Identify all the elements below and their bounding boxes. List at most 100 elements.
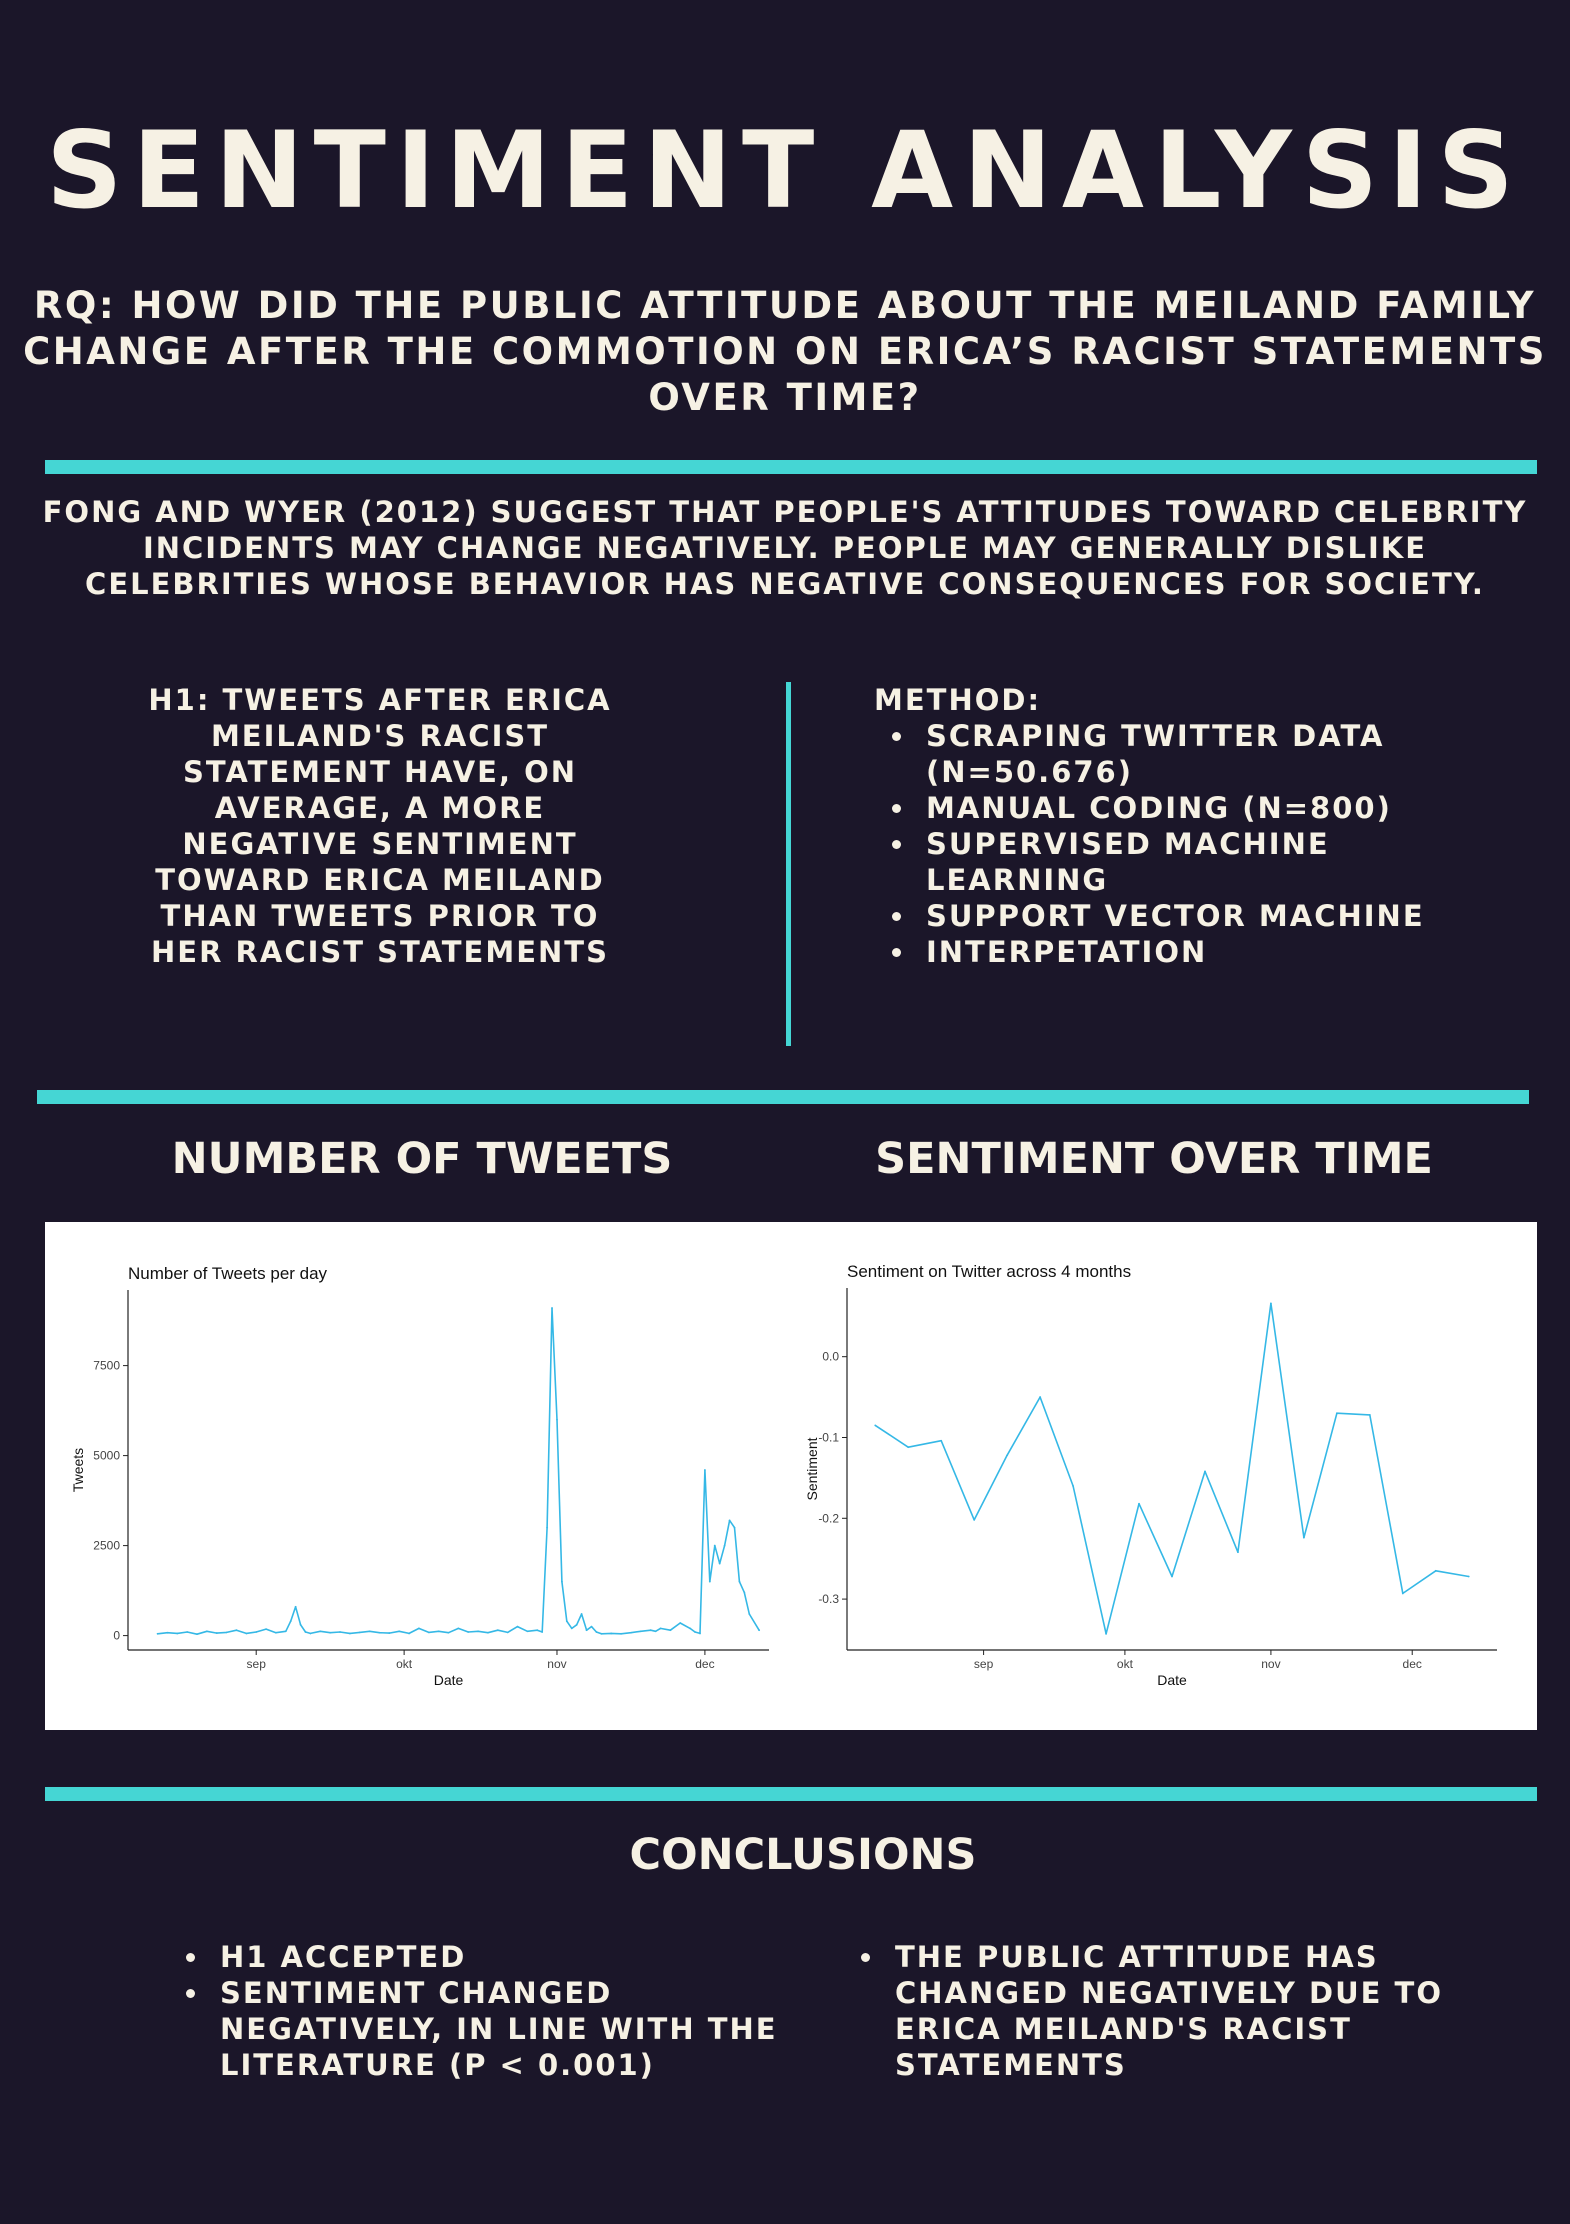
method-item-line: SUPERVISED MACHINE — [926, 827, 1330, 861]
hypothesis-line: MEILAND'S RACIST — [210, 719, 550, 753]
tweets-per-day-chart: Number of Tweets per day 0 2500 5000 7500 sep… — [70, 1264, 769, 1688]
hypothesis-line: H1: TWEETS AFTER ERICA — [148, 683, 612, 717]
conclusion-line: H1 ACCEPTED — [220, 1940, 467, 1974]
data-point — [718, 1562, 721, 1565]
hypothesis-line: TOWARD ERICA MEILAND — [155, 863, 605, 897]
data-point — [289, 1620, 292, 1623]
hypothesis-line: AVERAGE, A MORE — [214, 791, 546, 825]
data-point — [541, 1631, 544, 1633]
data-point — [649, 1629, 652, 1632]
data-point — [565, 1620, 568, 1623]
data-point — [166, 1631, 169, 1634]
poster-title: SENTIMENT ANALYSIS — [46, 109, 1524, 232]
data-point — [738, 1580, 741, 1583]
conclusion-line: NEGATIVELY, IN LINE WITH THE — [220, 2012, 778, 2046]
data-point — [551, 1307, 553, 1309]
method-heading: METHOD: — [874, 683, 1042, 717]
data-point — [339, 1631, 341, 1633]
data-point — [457, 1627, 460, 1630]
data-point — [309, 1632, 312, 1635]
data-point — [299, 1623, 302, 1626]
data-point — [689, 1627, 692, 1630]
divider-bar-middle — [37, 1090, 1529, 1104]
data-point — [630, 1631, 632, 1634]
data-point — [304, 1631, 307, 1633]
divider-bar-bottom — [45, 1787, 1537, 1801]
data-point — [699, 1632, 701, 1635]
data-point — [418, 1627, 420, 1630]
method-block: METHOD: SCRAPING TWITTER DATA (N=50.676)… — [874, 682, 1434, 970]
data-point — [561, 1580, 563, 1583]
conclusions-heading: CONCLUSIONS — [629, 1830, 977, 1880]
data-point — [358, 1631, 361, 1634]
y-axis-label: Sentiment — [804, 1437, 820, 1500]
rq-line: RQ: HOW DID THE PUBLIC ATTITUDE ABOUT TH… — [33, 284, 1537, 327]
data-point — [156, 1632, 159, 1635]
conclusion-item: THE PUBLIC ATTITUDE HAS CHANGED NEGATIVE… — [843, 1939, 1483, 2083]
method-item: SUPPORT VECTOR MACHINE — [874, 898, 1434, 934]
data-point — [570, 1627, 573, 1630]
data-point — [940, 1439, 943, 1442]
data-point — [398, 1630, 401, 1633]
data-point — [694, 1631, 696, 1633]
data-point — [536, 1629, 539, 1632]
section-title-sentiment: SENTIMENT OVER TIME — [875, 1134, 1433, 1184]
data-point — [1368, 1413, 1371, 1416]
data-point — [580, 1613, 583, 1615]
method-list: SCRAPING TWITTER DATA (N=50.676) MANUAL … — [874, 718, 1434, 970]
y-tick-label: -0.2 — [818, 1511, 839, 1525]
conclusions-left-list: H1 ACCEPTED SENTIMENT CHANGED NEGATIVELY… — [168, 1939, 808, 2083]
x-tick-label: sep — [247, 1657, 267, 1671]
hypothesis-text: H1: TWEETS AFTER ERICA MEILAND'S RACIST … — [110, 682, 650, 970]
x-tick-label: nov — [547, 1657, 566, 1671]
data-point — [600, 1632, 603, 1635]
data-point — [748, 1613, 751, 1615]
data-point — [215, 1632, 218, 1634]
data-point — [1204, 1470, 1206, 1473]
x-axis-label: Date — [1157, 1672, 1187, 1688]
data-point — [556, 1418, 558, 1421]
data-point — [654, 1630, 657, 1633]
x-tick-label: nov — [1261, 1657, 1280, 1671]
data-point — [477, 1630, 479, 1633]
data-point — [1171, 1575, 1173, 1578]
data-point — [733, 1526, 736, 1529]
data-point — [679, 1622, 682, 1624]
divider-bar-top — [45, 460, 1537, 474]
data-point — [319, 1630, 322, 1633]
y-tick-label: -0.3 — [818, 1592, 839, 1606]
data-point — [186, 1631, 189, 1633]
data-point — [669, 1629, 672, 1632]
method-item-line: (N=50.676) — [926, 755, 1133, 789]
data-point — [1237, 1551, 1239, 1554]
x-tick-label: okt — [1117, 1657, 1134, 1671]
method-item-line: SCRAPING TWITTER DATA — [926, 719, 1385, 753]
data-point — [1072, 1485, 1074, 1487]
series-line — [157, 1307, 760, 1636]
data-point — [758, 1629, 761, 1632]
data-point — [437, 1630, 440, 1633]
data-point — [728, 1519, 731, 1522]
section-title-tweets: NUMBER OF TWEETS — [171, 1134, 673, 1184]
method-item-line: INTERPETATION — [926, 935, 1208, 969]
vertical-divider — [786, 682, 791, 1046]
research-question: RQ: HOW DID THE PUBLIC ATTITUDE ABOUT TH… — [20, 283, 1550, 421]
data-point — [610, 1632, 613, 1635]
rq-line: OVER TIME? — [648, 376, 922, 419]
data-point — [526, 1630, 529, 1633]
data-point — [427, 1631, 430, 1634]
data-point — [546, 1526, 549, 1529]
data-point — [1335, 1412, 1338, 1415]
method-item-line: SUPPORT VECTOR MACHINE — [926, 899, 1425, 933]
intro-line: FONG AND WYER (2012) SUGGEST THAT PEOPLE… — [42, 495, 1528, 529]
hypothesis-line: STATEMENT HAVE, ON — [182, 755, 578, 789]
sentiment-over-time-chart: Sentiment on Twitter across 4 months 0.0 -… — [804, 1262, 1497, 1688]
y-tick-label: -0.1 — [818, 1430, 839, 1444]
method-item: SUPERVISED MACHINE LEARNING — [874, 826, 1434, 898]
data-point — [378, 1631, 381, 1634]
data-point — [487, 1631, 489, 1634]
data-point — [235, 1629, 238, 1632]
data-point — [196, 1633, 198, 1636]
data-point — [265, 1628, 267, 1631]
data-point — [1302, 1536, 1305, 1539]
